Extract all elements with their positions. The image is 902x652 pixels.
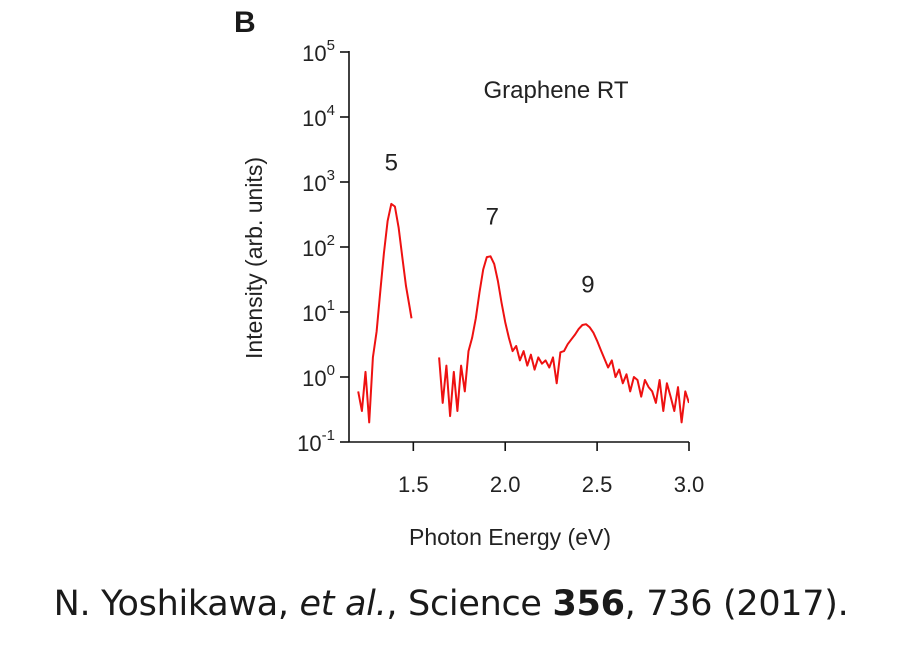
plot-axes bbox=[340, 51, 690, 451]
y-tick-exponent: 0 bbox=[327, 362, 335, 379]
y-tick-base: 10 bbox=[302, 301, 326, 326]
y-tick-exponent: 3 bbox=[327, 167, 335, 184]
panel-label: B bbox=[234, 6, 256, 39]
citation-authors: N. Yoshikawa, bbox=[53, 584, 300, 624]
x-tick-label: 3.0 bbox=[674, 472, 705, 497]
y-axis-title: Intensity (arb. units) bbox=[241, 157, 267, 359]
x-tick-label: 2.0 bbox=[490, 472, 521, 497]
y-tick-base: 10 bbox=[302, 106, 326, 131]
x-tick-label: 1.5 bbox=[398, 472, 429, 497]
y-tick-exponent: 2 bbox=[327, 232, 335, 249]
chart-annotation: Graphene RT bbox=[484, 77, 629, 104]
peak-labels: 5 7 9 bbox=[385, 150, 595, 299]
y-tick-label: 105 bbox=[302, 37, 335, 66]
citation-rest: , 736 (2017). bbox=[624, 584, 849, 624]
y-tick-label: 104 bbox=[302, 102, 335, 131]
peak-label: 5 bbox=[385, 150, 398, 177]
y-tick-exponent: 4 bbox=[327, 102, 335, 119]
citation-volume: 356 bbox=[552, 584, 625, 624]
y-tick-base: 10 bbox=[302, 171, 326, 196]
y-tick-exponent: -1 bbox=[322, 427, 335, 444]
x-axis-title: Photon Energy (eV) bbox=[409, 524, 611, 550]
y-tick-base: 10 bbox=[302, 236, 326, 261]
series-harmonics-high bbox=[438, 255, 689, 424]
y-tick-exponent: 5 bbox=[327, 37, 335, 54]
citation: N. Yoshikawa, et al., Science 356, 736 (… bbox=[0, 584, 902, 624]
peak-label: 9 bbox=[581, 271, 594, 298]
x-tick-labels: 1.5 2.0 2.5 3.0 bbox=[398, 472, 704, 497]
x-tick-label: 2.5 bbox=[582, 472, 613, 497]
y-tick-base: 10 bbox=[297, 431, 321, 456]
y-tick-base: 10 bbox=[302, 366, 326, 391]
y-tick-label: 103 bbox=[302, 167, 335, 196]
spectrum-series bbox=[357, 202, 689, 424]
y-tick-label: 10-1 bbox=[297, 427, 335, 456]
series-harmonics-low bbox=[357, 202, 413, 424]
citation-etal: et al. bbox=[299, 584, 387, 624]
y-tick-base: 10 bbox=[302, 41, 326, 66]
peak-label: 7 bbox=[486, 204, 499, 231]
y-tick-label: 100 bbox=[302, 362, 335, 391]
y-tick-label: 101 bbox=[302, 297, 335, 326]
y-tick-exponent: 1 bbox=[327, 297, 335, 314]
citation-journal: , Science bbox=[386, 584, 553, 624]
y-tick-label: 102 bbox=[302, 232, 335, 261]
